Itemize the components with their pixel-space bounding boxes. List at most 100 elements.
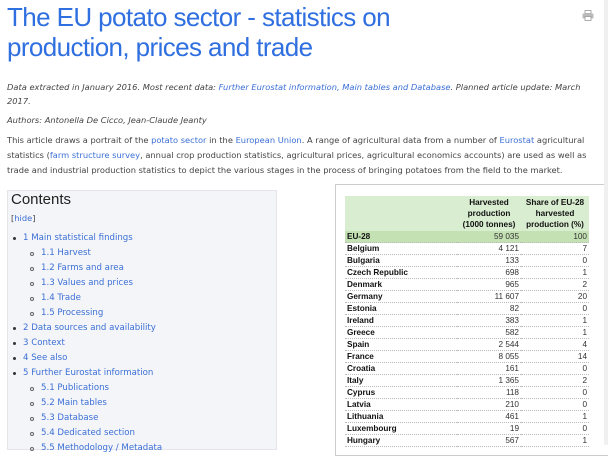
header-production: Harvested production (1000 tonnes) [457, 196, 521, 231]
intro-paragraph: This article draws a portrait of the pot… [7, 133, 602, 178]
intro-text: in the [206, 135, 236, 145]
country-cell: Lithuania [345, 410, 457, 423]
production-cell: 210 [457, 398, 521, 411]
note-text: . Planned article update: March 2017. [7, 82, 581, 106]
share-cell: 2 [521, 278, 589, 291]
production-cell: 8 055 [457, 350, 521, 363]
toc-item: 2 Data sources and availability [8, 321, 162, 336]
authors: Authors: Antonella De Cicco, Jean-Claude… [7, 115, 207, 125]
printer-icon[interactable] [582, 10, 594, 21]
country-cell: France [345, 350, 457, 363]
table-row: Hungary 567 1 [345, 434, 589, 447]
share-cell: 1 [521, 326, 589, 339]
toc-link[interactable]: 5 Further Eurostat information [23, 368, 154, 378]
share-cell: 2 [521, 374, 589, 387]
table-row: Croatia 161 0 [345, 362, 589, 375]
toc-link[interactable]: 1.5 Processing [41, 308, 104, 318]
table-row: Cyprus 118 0 [345, 386, 589, 399]
toc-link[interactable]: 1 Main statistical findings [23, 233, 133, 243]
table-row: Czech Republic 698 1 [345, 266, 589, 279]
share-cell: 20 [521, 290, 589, 303]
toc-link[interactable]: 4 See also [23, 353, 68, 363]
country-cell: Latvia [345, 398, 457, 411]
share-cell: 100 [521, 231, 589, 243]
share-cell: 7 [521, 242, 589, 255]
country-cell: Estonia [345, 302, 457, 315]
toc-heading: Contents [11, 191, 72, 208]
toc-item: 4 See also [8, 351, 162, 366]
country-cell: EU-28 [345, 231, 457, 243]
table-row: Lithuania 461 1 [345, 410, 589, 423]
table-row: Latvia 210 0 [345, 398, 589, 411]
country-cell: Spain [345, 338, 457, 351]
toc-item: 1 Main statistical findings [8, 231, 162, 246]
toc-item: 1.4 Trade [8, 291, 162, 306]
toc-link[interactable]: 1.2 Farms and area [41, 263, 124, 273]
table-row: Greece 582 1 [345, 326, 589, 339]
country-cell: Bulgaria [345, 254, 457, 267]
share-cell: 0 [521, 386, 589, 399]
toc-item: 1.1 Harvest [8, 246, 162, 261]
table-row: Denmark 965 2 [345, 278, 589, 291]
table-row: Germany 11 607 20 [345, 290, 589, 303]
country-cell: Italy [345, 374, 457, 387]
country-cell: Luxembourg [345, 422, 457, 435]
toc-item: 5.5 Methodology / Metadata [8, 441, 162, 456]
production-cell: 4 121 [457, 242, 521, 255]
header-country [345, 196, 457, 231]
table-row: Italy 1 365 2 [345, 374, 589, 387]
intro-text: , annual crop production statistics, agr… [7, 150, 587, 175]
hide-toc-link[interactable]: hide [14, 213, 33, 223]
table-row: France 8 055 14 [345, 350, 589, 363]
production-cell: 2 544 [457, 338, 521, 351]
toc-link[interactable]: 1.1 Harvest [41, 248, 91, 258]
toc-link[interactable]: 5.2 Main tables [41, 398, 107, 408]
share-cell: 14 [521, 350, 589, 363]
header-share: Share of EU-28 harvested production (%) [521, 196, 589, 231]
toc-item: 1.5 Processing [8, 306, 162, 321]
page-title: The EU potato sector - statistics on pro… [7, 2, 391, 62]
toc-link[interactable]: 5.1 Publications [41, 383, 110, 393]
table-row: Estonia 82 0 [345, 302, 589, 315]
toc-link[interactable]: 1.4 Trade [41, 293, 81, 303]
toc-link[interactable]: 5.3 Database [41, 413, 99, 423]
country-cell: Germany [345, 290, 457, 303]
country-cell: Czech Republic [345, 266, 457, 279]
toc-link[interactable]: 1.3 Values and prices [41, 278, 133, 288]
production-cell: 965 [457, 278, 521, 291]
farm-structure-survey-link[interactable]: farm structure survey [49, 150, 141, 160]
scrollbar[interactable] [604, 0, 608, 445]
bracket: [ [11, 213, 15, 223]
table-row: Spain 2 544 4 [345, 338, 589, 351]
table-row: Bulgaria 133 0 [345, 254, 589, 267]
intro-text: . A range of agricultural data from a nu… [301, 135, 500, 145]
harvest-table: Harvested production (1000 tonnes) Share… [345, 196, 589, 447]
share-cell: 1 [521, 266, 589, 279]
production-cell: 383 [457, 314, 521, 327]
toc-list: 1 Main statistical findings 1.1 Harvest 1.… [8, 231, 162, 456]
share-cell: 0 [521, 398, 589, 411]
production-cell: 582 [457, 326, 521, 339]
toc-item: 5.1 Publications [8, 381, 162, 396]
toc-link[interactable]: 5.4 Dedicated section [41, 428, 135, 438]
production-cell: 59 035 [457, 231, 521, 243]
toc-item: 5.4 Dedicated section [8, 426, 162, 441]
production-cell: 461 [457, 410, 521, 423]
eurostat-link[interactable]: Eurostat [499, 135, 535, 145]
country-cell: Cyprus [345, 386, 457, 399]
further-info-link[interactable]: Further Eurostat information, Main table… [218, 82, 451, 92]
share-cell: 4 [521, 338, 589, 351]
toc-item: 5.3 Database [8, 411, 162, 426]
toc-link[interactable]: 3 Context [23, 338, 65, 348]
share-cell: 1 [521, 410, 589, 423]
share-cell: 0 [521, 422, 589, 435]
production-cell: 19 [457, 422, 521, 435]
toc-item: 5.2 Main tables [8, 396, 162, 411]
country-cell: Belgium [345, 242, 457, 255]
european-union-link[interactable]: European Union [235, 135, 302, 145]
toc-link[interactable]: 2 Data sources and availability [23, 323, 156, 333]
production-cell: 118 [457, 386, 521, 399]
potato-sector-link[interactable]: potato sector [151, 135, 207, 145]
production-cell: 133 [457, 254, 521, 267]
share-cell: 0 [521, 362, 589, 375]
